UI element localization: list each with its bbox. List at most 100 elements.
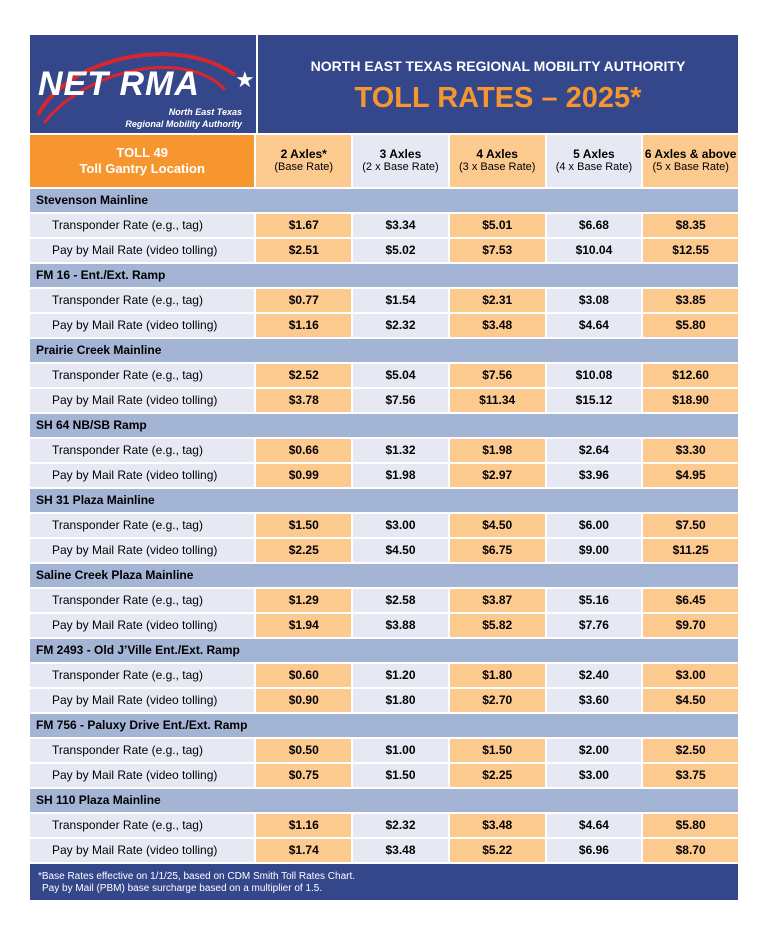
table-row: Pay by Mail Rate (video tolling) $0.75 $1.… xyxy=(30,764,738,787)
rate-cell: $3.60 xyxy=(546,689,642,712)
rate-cell: $2.31 xyxy=(449,289,545,312)
logo-subtitle: North East Texas xyxy=(168,107,242,117)
rate-cell: $3.96 xyxy=(546,464,642,487)
rate-cell: $2.64 xyxy=(546,439,642,462)
rate-cell: $0.75 xyxy=(256,764,352,787)
rate-cell: $6.45 xyxy=(643,589,738,612)
location-header-line2: Toll Gantry Location xyxy=(79,161,205,176)
rate-cell: $1.80 xyxy=(353,689,448,712)
rate-cell: $2.32 xyxy=(353,314,448,337)
rate-cell: $2.51 xyxy=(256,239,352,262)
table-row: Pay by Mail Rate (video tolling) $1.74 $3.… xyxy=(30,839,738,862)
table-row: Transponder Rate (e.g., tag) $0.60 $1.20 $1… xyxy=(30,664,738,687)
section-header: SH 64 NB/SB Ramp xyxy=(30,414,738,437)
rate-type-label: Pay by Mail Rate (video tolling) xyxy=(30,389,255,412)
organization-name: NORTH EAST TEXAS REGIONAL MOBILITY AUTHO… xyxy=(310,58,686,74)
rate-cell: $5.02 xyxy=(353,239,448,262)
footnote-line: *Base Rates effective on 1/1/25, based o… xyxy=(38,871,356,882)
rate-cell: $4.95 xyxy=(643,464,738,487)
rate-cell: $2.70 xyxy=(449,689,545,712)
column-multiplier: (4 x Base Rate) xyxy=(555,161,633,173)
rate-cell: $6.00 xyxy=(546,514,642,537)
rate-cell: $7.76 xyxy=(546,614,642,637)
table-row: Transponder Rate (e.g., tag) $0.77 $1.54 $2… xyxy=(30,289,738,312)
rate-cell: $1.80 xyxy=(449,664,545,687)
column-multiplier: (3 x Base Rate) xyxy=(458,161,536,173)
table-row: Transponder Rate (e.g., tag) $2.52 $5.04 $7… xyxy=(30,364,738,387)
table-row: Transponder Rate (e.g., tag) $1.16 $2.32 $3… xyxy=(30,814,738,837)
location-header: TOLL 49 Toll Gantry Location xyxy=(30,135,255,187)
rate-type-label: Pay by Mail Rate (video tolling) xyxy=(30,239,255,262)
section-header: FM 756 - Paluxy Drive Ent./Ext. Ramp xyxy=(30,714,738,737)
rate-type-label: Transponder Rate (e.g., tag) xyxy=(30,214,255,237)
logo-text: NET RMA xyxy=(38,65,200,103)
rate-cell: $7.53 xyxy=(449,239,545,262)
rate-cell: $2.25 xyxy=(256,539,352,562)
rate-cell: $3.08 xyxy=(546,289,642,312)
rate-cell: $1.74 xyxy=(256,839,352,862)
rate-cell: $2.00 xyxy=(546,739,642,762)
rate-cell: $4.64 xyxy=(546,314,642,337)
rate-cell: $3.88 xyxy=(353,614,448,637)
rate-cell: $6.75 xyxy=(449,539,545,562)
rate-cell: $4.64 xyxy=(546,814,642,837)
rate-cell: $1.50 xyxy=(256,514,352,537)
rate-cell: $2.97 xyxy=(449,464,545,487)
rate-type-label: Transponder Rate (e.g., tag) xyxy=(30,814,255,837)
column-label: 5 Axles xyxy=(573,147,615,161)
column-multiplier: (Base Rate) xyxy=(274,161,334,173)
rate-type-label: Pay by Mail Rate (video tolling) xyxy=(30,764,255,787)
rate-cell: $15.12 xyxy=(546,389,642,412)
rate-cell: $5.80 xyxy=(643,814,738,837)
rate-type-label: Transponder Rate (e.g., tag) xyxy=(30,514,255,537)
rate-cell: $3.30 xyxy=(643,439,738,462)
table-row: Pay by Mail Rate (video tolling) $0.99 $1.… xyxy=(30,464,738,487)
rate-cell: $4.50 xyxy=(643,689,738,712)
rate-cell: $9.70 xyxy=(643,614,738,637)
rate-cell: $12.55 xyxy=(643,239,738,262)
rate-cell: $2.50 xyxy=(643,739,738,762)
table-row: Pay by Mail Rate (video tolling) $2.25 $4.… xyxy=(30,539,738,562)
rate-cell: $0.99 xyxy=(256,464,352,487)
toll-rates-sheet: ★ NET RMA North East Texas Regional Mobi… xyxy=(30,35,739,900)
section-header: FM 16 - Ent./Ext. Ramp xyxy=(30,264,738,287)
section-header: Prairie Creek Mainline xyxy=(30,339,738,362)
rate-cell: $3.48 xyxy=(449,814,545,837)
rate-cell: $12.60 xyxy=(643,364,738,387)
rate-cell: $9.00 xyxy=(546,539,642,562)
section-header: FM 2493 - Old J’Ville Ent./Ext. Ramp xyxy=(30,639,738,662)
rate-type-label: Pay by Mail Rate (video tolling) xyxy=(30,689,255,712)
rate-cell: $1.50 xyxy=(449,739,545,762)
rate-type-label: Transponder Rate (e.g., tag) xyxy=(30,289,255,312)
section-header: Stevenson Mainline xyxy=(30,189,738,212)
rate-type-label: Pay by Mail Rate (video tolling) xyxy=(30,314,255,337)
table-row: Pay by Mail Rate (video tolling) $3.78 $7.… xyxy=(30,389,738,412)
rate-cell: $4.50 xyxy=(353,539,448,562)
footnote: *Base Rates effective on 1/1/25, based o… xyxy=(30,864,738,900)
rate-type-label: Transponder Rate (e.g., tag) xyxy=(30,664,255,687)
column-label: 3 Axles xyxy=(379,147,422,161)
netrma-logo: ★ NET RMA North East Texas Regional Mobi… xyxy=(30,35,258,133)
rate-cell: $4.50 xyxy=(449,514,545,537)
rate-type-label: Pay by Mail Rate (video tolling) xyxy=(30,539,255,562)
rate-cell: $5.80 xyxy=(643,314,738,337)
rate-cell: $3.85 xyxy=(643,289,738,312)
column-header-axles: 2 Axles* (Base Rate) xyxy=(256,135,352,187)
rate-type-label: Pay by Mail Rate (video tolling) xyxy=(30,614,255,637)
rate-cell: $1.67 xyxy=(256,214,352,237)
rate-cell: $1.20 xyxy=(353,664,448,687)
page-title: TOLL RATES – 2025* xyxy=(354,82,642,114)
rate-type-label: Transponder Rate (e.g., tag) xyxy=(30,739,255,762)
rate-cell: $1.94 xyxy=(256,614,352,637)
column-multiplier: (2 x Base Rate) xyxy=(362,161,439,173)
rate-cell: $3.34 xyxy=(353,214,448,237)
table-row: Pay by Mail Rate (video tolling) $2.51 $5.… xyxy=(30,239,738,262)
rate-cell: $0.60 xyxy=(256,664,352,687)
rate-type-label: Transponder Rate (e.g., tag) xyxy=(30,589,255,612)
rate-cell: $2.58 xyxy=(353,589,448,612)
rate-cell: $6.96 xyxy=(546,839,642,862)
rate-cell: $3.48 xyxy=(353,839,448,862)
rate-cell: $11.25 xyxy=(643,539,738,562)
rate-cell: $0.50 xyxy=(256,739,352,762)
table-row: Transponder Rate (e.g., tag) $0.66 $1.32 $1… xyxy=(30,439,738,462)
